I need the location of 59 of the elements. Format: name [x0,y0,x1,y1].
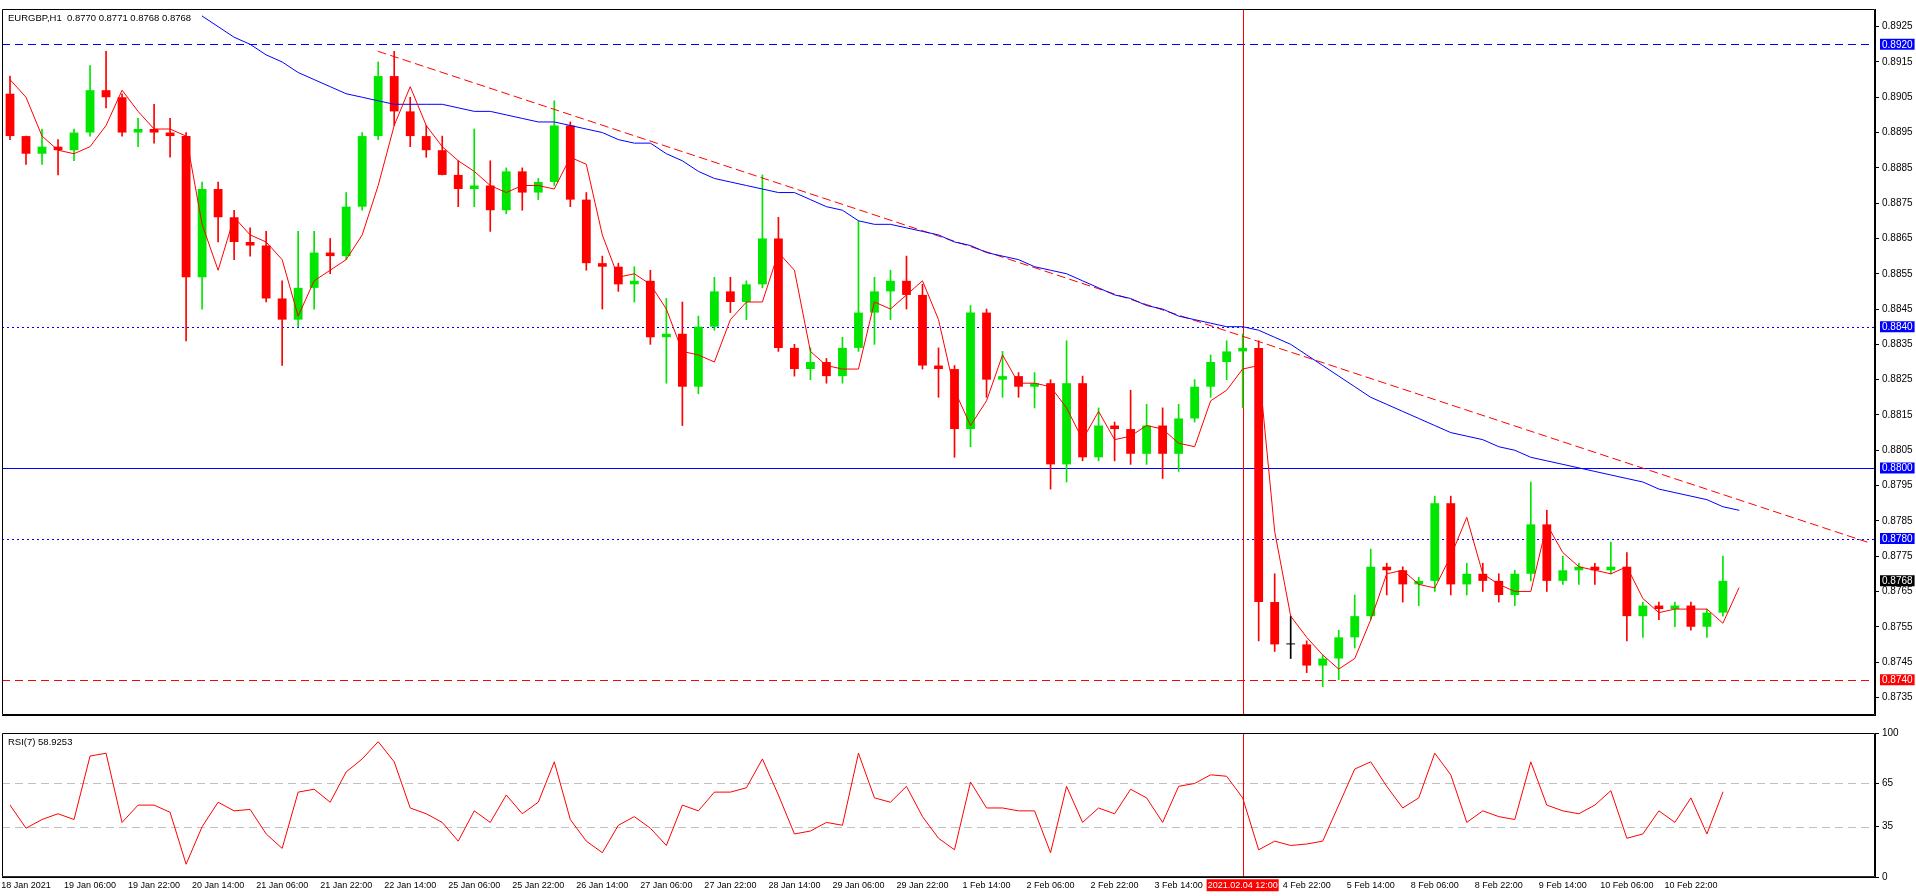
x-tick-label: 2 Feb 22:00 [1090,880,1139,891]
y-tick-label: 0.8765 [1882,585,1914,597]
y-tick-label: 0.8845 [1882,302,1914,314]
y-tick-label: 0.8825 [1882,373,1914,385]
ref-line-label: 0.8800 [1882,462,1914,474]
x-tick-label: 21 Jan 06:00 [256,880,309,891]
x-tick-label: 1 Feb 14:00 [962,880,1011,891]
y-tick-label: 0.8855 [1882,267,1914,279]
y-tick-label: 0.8795 [1882,479,1914,491]
y-tick-label: 0.8875 [1882,196,1914,208]
x-tick-label: 28 Jan 14:00 [768,880,821,891]
y-tick-label: 100 [1882,726,1900,738]
x-tick-label: 27 Jan 22:00 [704,880,757,891]
x-tick-label: 29 Jan 22:00 [896,880,949,891]
y-tick-label: 0.8925 [1882,20,1914,32]
y-tick-label: 65 [1882,777,1894,789]
x-tick-label: 27 Jan 06:00 [640,880,693,891]
x-tick-label: 20 Jan 14:00 [192,880,245,891]
y-tick-label: 0.8745 [1882,655,1914,667]
y-tick-label: 0.8885 [1882,161,1914,173]
chart-title: RSI(7) 58.9253 [8,736,73,748]
y-tick-label: 0.8805 [1882,444,1914,455]
x-tick-label: 22 Jan 14:00 [384,880,437,891]
ref-line-label: 0.8920 [1882,38,1914,50]
y-tick-label: 0.8815 [1882,408,1914,420]
x-tick-label: 9 Feb 14:00 [1538,880,1587,891]
x-tick-label: 18 Jan 2021 [1,880,51,891]
x-tick-label: 10 Feb 06:00 [1600,880,1654,891]
y-tick-label: 35 [1882,820,1894,832]
y-tick-label: 0.8835 [1882,338,1914,350]
chart-title: EURGBP,H1 0.8770 0.8771 0.8768 0.8768 [8,12,192,24]
x-tick-label: 8 Feb 06:00 [1410,880,1459,891]
x-tick-label: 25 Jan 06:00 [448,880,501,891]
ref-line-label: 0.8740 [1882,673,1914,685]
x-tick-label: 3 Feb 14:00 [1154,880,1203,891]
y-tick-label: 0.8895 [1882,126,1914,138]
x-tick-label: 26 Jan 14:00 [576,880,629,891]
y-tick-label: 0.8915 [1882,55,1914,67]
x-tick-label: 29 Jan 06:00 [832,880,885,891]
y-tick-label: 0.8865 [1882,232,1914,244]
y-tick-label: 0.8755 [1882,620,1914,632]
x-tick-label: 8 Feb 22:00 [1474,880,1523,891]
x-tick-label: 10 Feb 22:00 [1664,880,1718,891]
ref-line-label: 0.8840 [1882,320,1914,332]
x-tick-label: 5 Feb 14:00 [1346,880,1395,891]
x-tick-label: 25 Jan 22:00 [512,880,565,891]
x-tick-label: 21 Jan 22:00 [320,880,373,891]
ref-line-label: 0.8780 [1882,532,1914,544]
x-tick-label: 2 Feb 06:00 [1026,880,1075,891]
y-tick-label: 0.8775 [1882,549,1914,561]
y-tick-label: 0.8735 [1882,691,1914,703]
text: 0.8768 [1882,575,1914,587]
y-tick-label: 0 [1882,870,1888,882]
y-tick-label: 0.8785 [1882,514,1914,526]
x-tick-label: 19 Jan 22:00 [128,880,181,891]
x-tick-label: 2021.02.04 12:00 [1207,880,1278,891]
x-tick-label: 19 Jan 06:00 [64,880,117,891]
x-tick-label: 4 Feb 22:00 [1282,880,1331,891]
y-tick-label: 0.8905 [1882,91,1914,102]
